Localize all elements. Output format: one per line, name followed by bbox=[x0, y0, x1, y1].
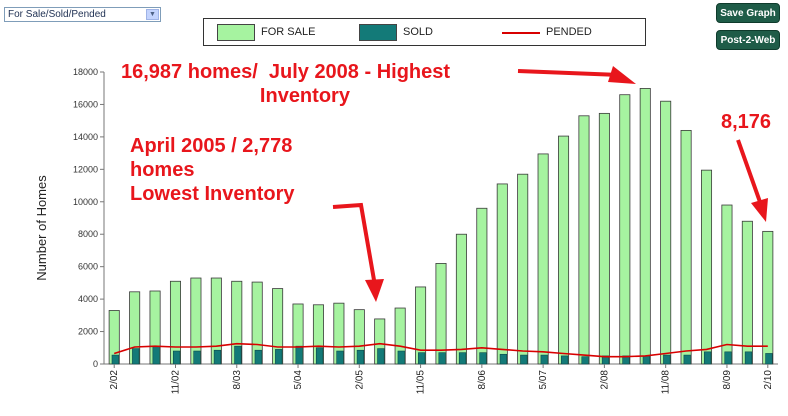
y-tick-label: 12000 bbox=[73, 164, 98, 174]
dropdown-value: For Sale/Sold/Pended bbox=[8, 9, 106, 20]
x-tick-label: 2/02 bbox=[109, 370, 120, 390]
bar-for-sale bbox=[455, 233, 467, 365]
bar-sold bbox=[724, 351, 732, 365]
bar-sold bbox=[765, 353, 773, 365]
bar-for-sale bbox=[741, 220, 753, 365]
bar-sold bbox=[254, 349, 262, 365]
annotation-latest: 8,176 bbox=[721, 111, 772, 133]
bar-for-sale bbox=[598, 112, 610, 365]
annotation-lowest: April 2005 / 2,778 homes Lowest Inventor… bbox=[130, 135, 295, 205]
y-tick-label: 10000 bbox=[73, 197, 98, 207]
bar-for-sale bbox=[619, 94, 631, 365]
bar-for-sale bbox=[558, 135, 570, 365]
legend-label-for-sale: FOR SALE bbox=[261, 26, 316, 38]
bar-sold bbox=[601, 355, 610, 365]
bar-sold bbox=[458, 352, 467, 365]
annotation-highest: 16,987 homes/ July 2008 - Highest Invent… bbox=[121, 61, 451, 107]
bar-sold bbox=[132, 348, 140, 365]
y-tick-label: 14000 bbox=[73, 132, 98, 142]
chart-legend: FOR SALE SOLD PENDED bbox=[203, 18, 646, 46]
x-tick-label: 11/08 bbox=[661, 370, 672, 395]
bar-for-sale bbox=[680, 129, 692, 365]
x-tick-label: 5/04 bbox=[293, 370, 304, 390]
legend-label-sold: SOLD bbox=[403, 26, 433, 38]
bar-for-sale bbox=[517, 173, 529, 365]
bar-sold bbox=[397, 350, 405, 365]
x-tick-label: 2/10 bbox=[763, 370, 774, 390]
y-tick-label: 6000 bbox=[78, 262, 98, 272]
arrow-lowest bbox=[332, 202, 376, 281]
bar-sold bbox=[418, 352, 426, 365]
y-tick-label: 8000 bbox=[78, 229, 98, 239]
bar-sold bbox=[315, 347, 324, 365]
bar-for-sale bbox=[660, 100, 672, 365]
bar-for-sale bbox=[496, 183, 508, 365]
bar-sold bbox=[642, 355, 650, 365]
bar-sold bbox=[663, 354, 671, 365]
bar-sold bbox=[193, 350, 201, 365]
bar-sold bbox=[213, 349, 222, 365]
bar-sold bbox=[520, 354, 528, 365]
save-graph-button[interactable]: Save Graph bbox=[716, 3, 780, 23]
y-tick-label: 16000 bbox=[73, 99, 98, 109]
bar-sold bbox=[275, 349, 283, 365]
x-tick-label: 8/09 bbox=[722, 370, 733, 390]
legend-line-pended bbox=[502, 32, 540, 34]
pended-series-line bbox=[113, 342, 768, 358]
chevron-down-icon[interactable]: ▼ bbox=[146, 9, 159, 20]
bar-for-sale bbox=[639, 88, 651, 365]
x-tick-label: 11/02 bbox=[170, 370, 181, 395]
bar-sold bbox=[561, 355, 569, 365]
y-tick-label: 2000 bbox=[78, 327, 98, 337]
bar-sold bbox=[704, 351, 712, 365]
x-tick-label: 8/03 bbox=[232, 370, 243, 390]
bar-sold bbox=[336, 350, 344, 365]
bar-sold bbox=[581, 356, 589, 365]
y-tick-label: 4000 bbox=[78, 294, 98, 304]
bar-for-sale bbox=[476, 207, 488, 365]
bar-sold bbox=[540, 354, 548, 365]
bar-sold bbox=[234, 345, 242, 365]
bar-sold bbox=[479, 352, 487, 365]
x-tick-label: 2/08 bbox=[599, 370, 610, 390]
bar-sold bbox=[356, 349, 365, 365]
legend-swatch-sold bbox=[359, 24, 397, 41]
chart-type-dropdown[interactable]: For Sale/Sold/Pended ▼ bbox=[4, 7, 161, 22]
bar-for-sale bbox=[578, 115, 590, 365]
x-tick-label: 8/06 bbox=[477, 370, 488, 390]
x-tick-label: 2/05 bbox=[354, 370, 365, 390]
y-axis-label: Number of Homes bbox=[34, 175, 49, 281]
bar-sold bbox=[172, 350, 181, 365]
bar-sold bbox=[377, 348, 385, 365]
bar-sold bbox=[499, 353, 507, 365]
bar-for-sale bbox=[721, 204, 733, 365]
bar-for-sale bbox=[701, 169, 713, 365]
bar-sold bbox=[152, 345, 160, 365]
arrow-latest bbox=[736, 139, 762, 203]
bar-sold bbox=[438, 352, 446, 365]
legend-swatch-for-sale bbox=[217, 24, 255, 41]
bar-sold bbox=[295, 345, 303, 365]
bar-sold bbox=[683, 354, 691, 365]
legend-label-pended: PENDED bbox=[546, 26, 592, 38]
y-tick-label: 18000 bbox=[73, 67, 98, 77]
bar-for-sale bbox=[435, 263, 447, 365]
x-tick-label: 11/05 bbox=[416, 370, 427, 395]
bar-sold bbox=[744, 351, 753, 365]
x-tick-label: 5/07 bbox=[538, 370, 549, 390]
arrowhead-latest bbox=[751, 198, 768, 222]
bar-for-sale bbox=[762, 230, 774, 365]
post-to-web-button[interactable]: Post-2-Web bbox=[716, 30, 780, 50]
bar-sold bbox=[111, 354, 119, 365]
y-tick-label: 0 bbox=[93, 359, 98, 369]
arrowhead-lowest bbox=[365, 279, 384, 302]
arrowhead-highest bbox=[608, 66, 636, 84]
bar-for-sale bbox=[537, 153, 549, 365]
arrow-highest bbox=[517, 69, 621, 77]
